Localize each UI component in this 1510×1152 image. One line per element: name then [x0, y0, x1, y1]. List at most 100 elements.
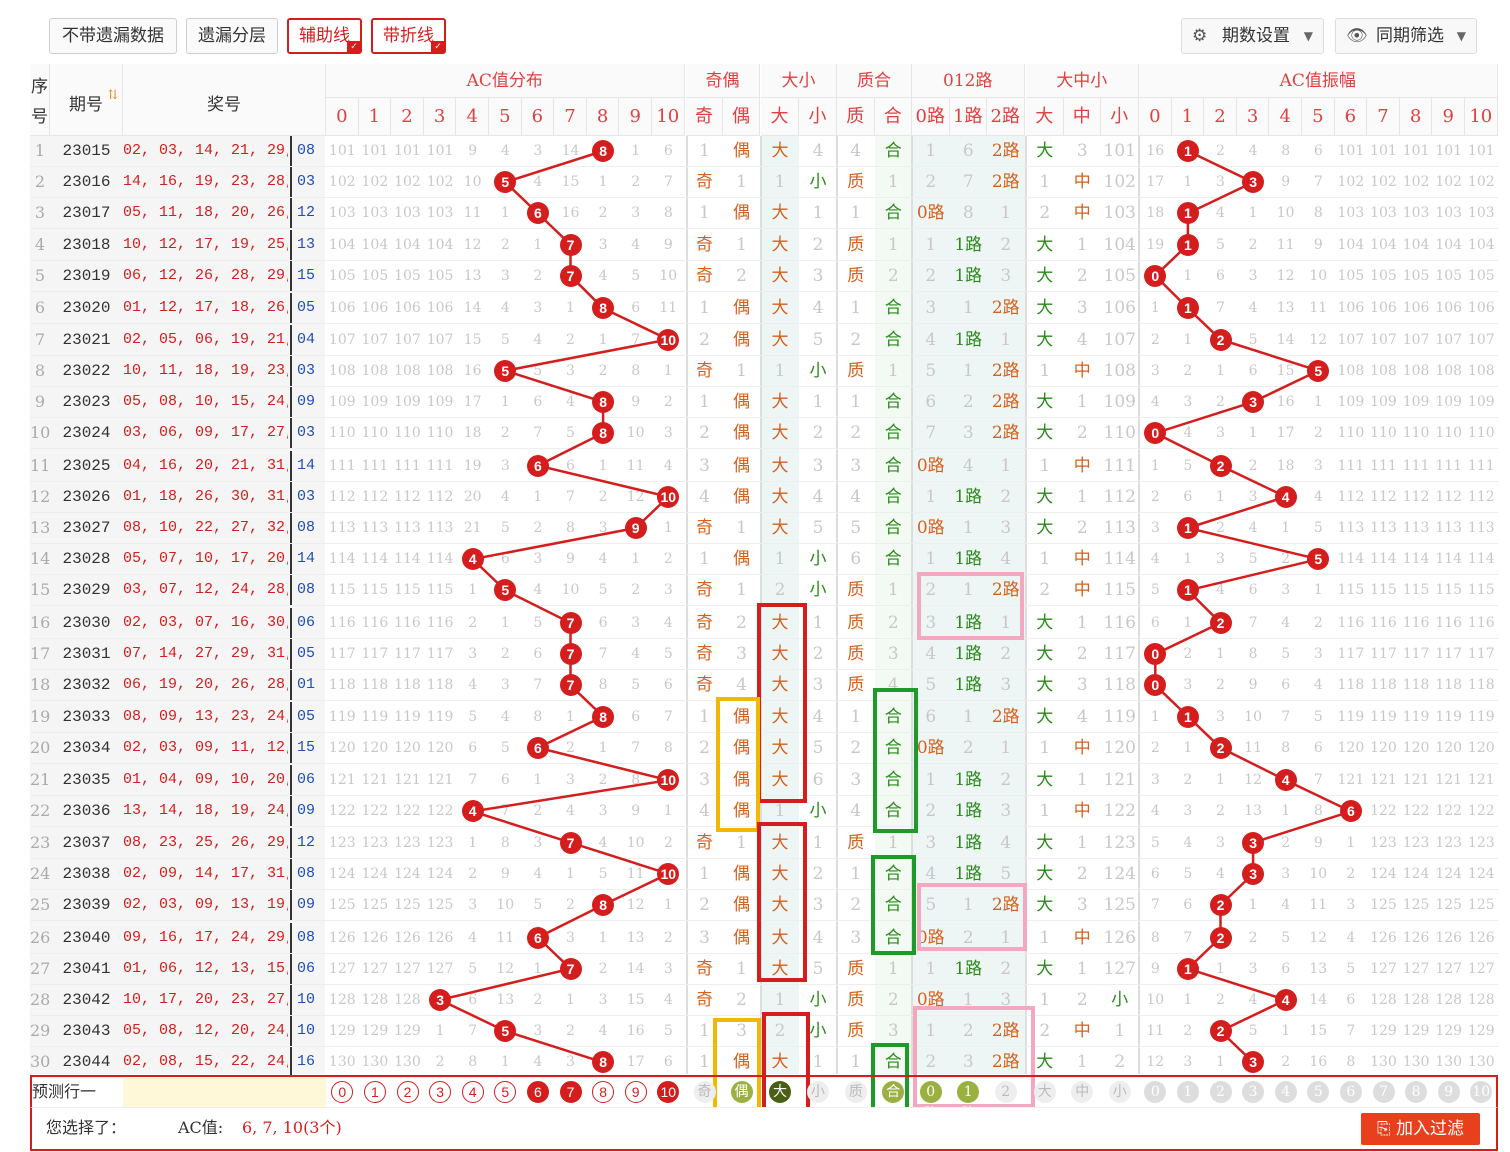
bms-cell: 115 — [1103, 580, 1136, 601]
predict-bs-1[interactable]: 小 — [807, 1081, 829, 1103]
ac-miss: 14 — [626, 960, 645, 977]
no-missing-data-button[interactable]: 不带遗漏数据 — [49, 18, 177, 54]
ac-miss: 4 — [533, 865, 543, 882]
r-cell: 5 — [925, 895, 937, 915]
bms-cell: 中 — [1073, 580, 1091, 601]
r-cell: 2路 — [991, 298, 1020, 319]
predict-oe-0[interactable]: 奇 — [693, 1081, 716, 1103]
amp-miss: 111 — [1435, 457, 1463, 474]
bs-cell: 大 — [771, 518, 789, 538]
ac-miss: 127 — [328, 960, 356, 977]
row-seq: 22 — [30, 801, 50, 821]
ac-miss: 6 — [468, 991, 478, 1008]
bs-cell: 大 — [771, 329, 789, 350]
predict-amp-7[interactable]: 7 — [1372, 1081, 1395, 1103]
ac-miss: 5 — [533, 362, 543, 379]
amp-miss: 1 — [1183, 551, 1193, 568]
add-filter-button[interactable]: ⎘ 加入过滤 — [1361, 1113, 1480, 1145]
pc-col-0: 质 — [837, 98, 875, 136]
row-period: 23020 — [62, 299, 111, 318]
predict-ac-2[interactable]: 2 — [396, 1081, 419, 1103]
predict-ac-6[interactable]: 6 — [526, 1081, 549, 1103]
ac-miss: 7 — [533, 677, 543, 694]
amp-miss: 3 — [1346, 897, 1356, 913]
predict-amp-4[interactable]: 4 — [1274, 1081, 1297, 1103]
predict-amp-3[interactable]: 3 — [1242, 1081, 1265, 1103]
predict-r-0[interactable]: 0路 — [919, 1081, 942, 1122]
predict-bms-2[interactable]: 小 — [1108, 1081, 1131, 1103]
predict-ac-4[interactable]: 4 — [461, 1081, 484, 1103]
amp-miss: 1 — [1281, 520, 1291, 536]
predict-ac-9[interactable]: 9 — [624, 1081, 647, 1103]
predict-label[interactable]: 预测行一 — [32, 1082, 97, 1101]
pc-cell: 2 — [887, 265, 899, 286]
r-cell: 8 — [962, 203, 974, 224]
ac-miss: 105 — [361, 267, 389, 284]
predict-ac-7[interactable]: 7 — [559, 1081, 582, 1103]
ac-miss: 2 — [500, 646, 510, 663]
predict-amp-1[interactable]: 1 — [1176, 1081, 1199, 1103]
ac-miss: 2 — [663, 551, 673, 568]
highlight-box — [913, 1006, 1035, 1108]
amp-miss: 12 — [1276, 267, 1295, 284]
row-divider — [30, 983, 1498, 985]
ac-ball: 8 — [592, 1051, 615, 1074]
predict-r-2[interactable]: 2路 — [994, 1081, 1017, 1122]
predict-amp-10[interactable]: 10 — [1470, 1081, 1493, 1103]
ac-miss: 108 — [328, 362, 356, 379]
bs-cell: 大 — [771, 927, 789, 948]
amp-miss: 15 — [1309, 1023, 1328, 1040]
prime-header: 质合 — [837, 64, 912, 98]
predict-pc-1[interactable]: 合 — [882, 1081, 905, 1103]
ac-miss: 125 — [361, 897, 389, 913]
missing-layer-button[interactable]: 遗漏分层 — [186, 18, 278, 54]
predict-amp-8[interactable]: 8 — [1405, 1081, 1428, 1103]
sort-icon[interactable]: ⇅ — [107, 88, 119, 103]
r-cell: 3 — [925, 832, 937, 853]
predict-amp-5[interactable]: 5 — [1307, 1081, 1330, 1103]
period-settings-dropdown[interactable]: ⚙ 期数设置 ▼ — [1181, 18, 1324, 54]
row-blue-number: 10 — [290, 1016, 320, 1047]
amp-miss: 112 — [1467, 488, 1495, 505]
predict-ac-1[interactable]: 1 — [363, 1081, 386, 1103]
ac-miss: 13 — [463, 267, 482, 284]
predict-amp-0[interactable]: 0 — [1144, 1081, 1167, 1103]
amp-miss: 4 — [1281, 614, 1291, 631]
bms-cell: 大 — [1036, 863, 1054, 884]
amp-miss: 7 — [1313, 772, 1323, 789]
predict-ac-8[interactable]: 8 — [592, 1081, 615, 1103]
ac-miss: 115 — [426, 582, 454, 599]
row-period: 23024 — [62, 424, 111, 443]
bms-cell: 大 — [1036, 141, 1054, 161]
predict-ac-10[interactable]: 10 — [657, 1081, 680, 1103]
row-divider — [30, 259, 1498, 261]
predict-amp-2[interactable]: 2 — [1209, 1081, 1232, 1103]
predict-pc-0[interactable]: 质 — [844, 1081, 867, 1103]
ac-miss: 3 — [566, 362, 575, 379]
predict-amp-6[interactable]: 6 — [1339, 1081, 1362, 1103]
row-seq: 28 — [30, 989, 50, 1009]
ac-miss: 1 — [598, 174, 608, 191]
r-cell: 0路 — [916, 203, 945, 224]
polyline-button[interactable]: 带折线 ✓ — [371, 18, 446, 54]
ac-ball: 4 — [461, 548, 484, 571]
predict-bs-0[interactable]: 大 — [769, 1081, 791, 1103]
same-period-filter-dropdown[interactable]: 👁 同期筛选 ▼ — [1335, 18, 1477, 54]
ac-miss: 1 — [533, 960, 543, 977]
predict-bms-1[interactable]: 中 — [1071, 1081, 1094, 1103]
predict-oe-1[interactable]: 偶 — [730, 1081, 753, 1103]
predict-ac-5[interactable]: 5 — [494, 1081, 517, 1103]
aux-line-button[interactable]: 辅助线 ✓ — [287, 18, 362, 54]
ac-miss: 7 — [598, 646, 608, 663]
predict-ac-0[interactable]: 0 — [331, 1081, 354, 1103]
ac-miss: 1 — [631, 143, 641, 159]
ac-miss: 6 — [533, 393, 543, 410]
row-divider — [30, 888, 1498, 890]
r-cell: 2 — [1000, 958, 1012, 979]
predict-ac-3[interactable]: 3 — [429, 1081, 452, 1103]
amp-col-0: 0 — [1139, 98, 1172, 136]
predict-bms-0[interactable]: 大 — [1033, 1081, 1056, 1103]
row-blue-number: 04 — [290, 324, 320, 355]
pc-cell: 1 — [850, 706, 862, 727]
predict-amp-9[interactable]: 9 — [1437, 1081, 1460, 1103]
